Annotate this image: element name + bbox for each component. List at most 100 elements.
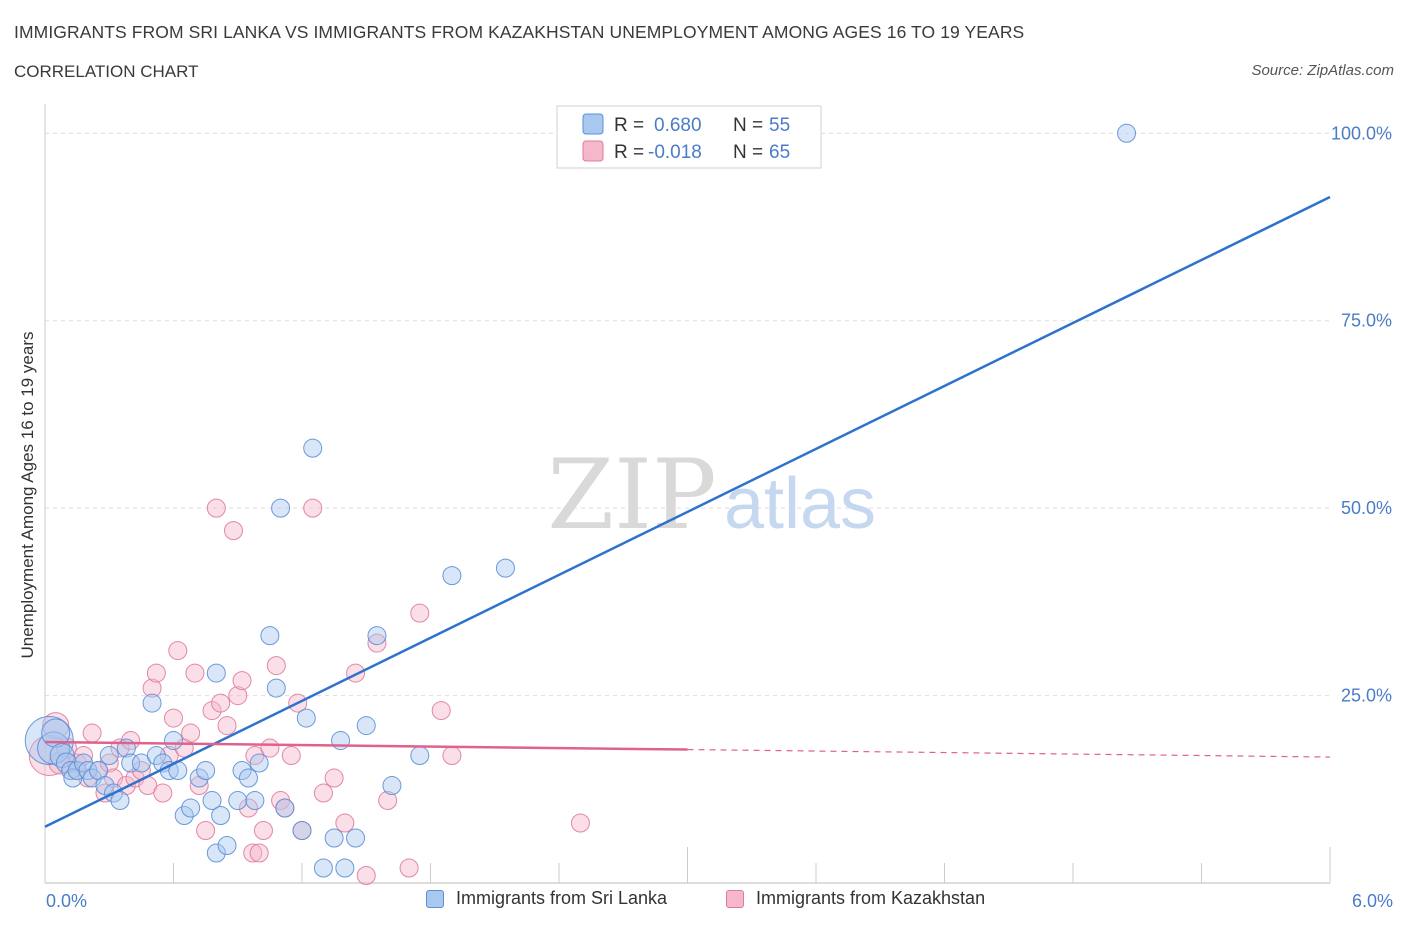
- data-point: [99, 746, 119, 766]
- chart-title: IMMIGRANTS FROM SRI LANKA VS IMMIGRANTS …: [14, 22, 1025, 42]
- data-point: [168, 641, 188, 661]
- data-point: [206, 843, 226, 863]
- data-point: [367, 626, 387, 646]
- legend-label-sri-lanka: Immigrants from Sri Lanka: [456, 888, 668, 908]
- data-point: [275, 798, 295, 818]
- data-point: [266, 656, 286, 676]
- data-point: [206, 663, 226, 683]
- data-point: [253, 821, 273, 841]
- data-point: [67, 761, 87, 781]
- data-point: [324, 828, 344, 848]
- series-kazakhstan-points: [28, 498, 590, 886]
- legend-swatch-blue: [582, 113, 604, 135]
- data-point: [228, 686, 248, 706]
- data-point: [410, 746, 430, 766]
- legend-n-value: 55: [769, 115, 790, 136]
- data-point: [367, 633, 387, 653]
- data-point: [303, 498, 323, 518]
- data-point: [82, 723, 102, 743]
- chart-subtitle: CORRELATION CHART: [14, 62, 199, 81]
- data-point: [146, 746, 166, 766]
- data-point: [206, 498, 226, 518]
- data-point: [202, 791, 222, 811]
- data-point: [243, 843, 263, 863]
- data-point: [292, 821, 312, 841]
- watermark: ZIP atlas: [547, 439, 876, 551]
- data-point: [164, 708, 183, 728]
- data-point: [217, 836, 237, 856]
- data-point: [164, 731, 183, 751]
- x-tick-label: 0.0%: [46, 891, 87, 911]
- data-point: [296, 708, 316, 728]
- data-point: [260, 738, 280, 758]
- legend-item-kazakhstan[interactable]: Immigrants from Kazakhstan: [726, 888, 985, 909]
- trend-line-kazakhstan: [44, 740, 688, 751]
- x-tick-label: 6.0%: [1352, 891, 1393, 911]
- data-point: [245, 791, 265, 811]
- legend-swatch-sri-lanka: [426, 889, 444, 908]
- trend-line-kazakhstan-extension: [687, 748, 1331, 758]
- watermark-zip: ZIP: [547, 439, 716, 551]
- data-point: [228, 791, 248, 811]
- data-point: [331, 731, 351, 751]
- data-point: [232, 761, 252, 781]
- data-point: [442, 566, 462, 586]
- data-point: [346, 663, 366, 683]
- grid-lines: [45, 132, 1330, 697]
- data-point: [181, 723, 201, 743]
- legend-r-label: R =: [614, 115, 644, 136]
- data-point: [153, 783, 173, 803]
- data-point: [121, 753, 141, 773]
- data-point: [303, 438, 323, 458]
- axes: [44, 104, 1331, 884]
- bottom-legend: Immigrants from Sri Lanka Immigrants fro…: [0, 888, 1406, 918]
- data-point: [271, 498, 291, 518]
- legend-r-label: R =: [614, 142, 644, 163]
- data-point: [266, 678, 286, 698]
- data-point: [189, 768, 209, 788]
- data-point: [346, 828, 366, 848]
- legend-n-label: N =: [733, 115, 763, 136]
- data-point: [1117, 123, 1137, 143]
- y-tick-labels: 25.0% 50.0% 75.0% 100.0%: [1331, 123, 1392, 705]
- legend-r-value: 0.680: [654, 115, 702, 136]
- y-tick-label: 75.0%: [1341, 311, 1392, 331]
- data-point: [174, 806, 194, 826]
- data-point: [249, 753, 269, 773]
- data-point: [110, 791, 130, 811]
- data-point: [249, 843, 269, 863]
- y-tick-label: 25.0%: [1341, 686, 1392, 706]
- data-point: [495, 558, 515, 578]
- data-point: [67, 753, 87, 773]
- legend-swatch-pink: [582, 140, 604, 162]
- data-point: [232, 671, 252, 691]
- legend-label-kazakhstan: Immigrants from Kazakhstan: [756, 888, 986, 908]
- data-point: [223, 521, 243, 541]
- y-tick-label: 100.0%: [1331, 123, 1392, 143]
- data-point: [378, 791, 398, 811]
- data-point: [313, 858, 333, 878]
- data-point: [211, 693, 231, 713]
- legend-n-value: 65: [769, 142, 790, 163]
- watermark-atlas: atlas: [724, 464, 876, 544]
- data-point: [313, 783, 333, 803]
- data-point: [431, 701, 451, 721]
- legend-swatch-kazakhstan: [726, 889, 744, 908]
- data-point: [335, 813, 355, 833]
- data-point: [356, 716, 376, 736]
- data-point: [131, 753, 151, 773]
- data-point: [78, 768, 98, 788]
- correlation-legend: R = 0.680 N = 55 R = -0.018 N = 65: [556, 105, 822, 169]
- data-point: [238, 798, 258, 818]
- data-point: [356, 866, 376, 886]
- data-point: [146, 663, 166, 683]
- legend-r-value: -0.018: [648, 142, 702, 163]
- legend-item-sri-lanka[interactable]: Immigrants from Sri Lanka: [426, 888, 667, 909]
- data-point: [28, 735, 70, 777]
- y-tick-label: 50.0%: [1341, 498, 1392, 518]
- data-point: [196, 761, 216, 781]
- data-point: [410, 603, 430, 623]
- data-point: [570, 813, 590, 833]
- data-point: [42, 712, 70, 740]
